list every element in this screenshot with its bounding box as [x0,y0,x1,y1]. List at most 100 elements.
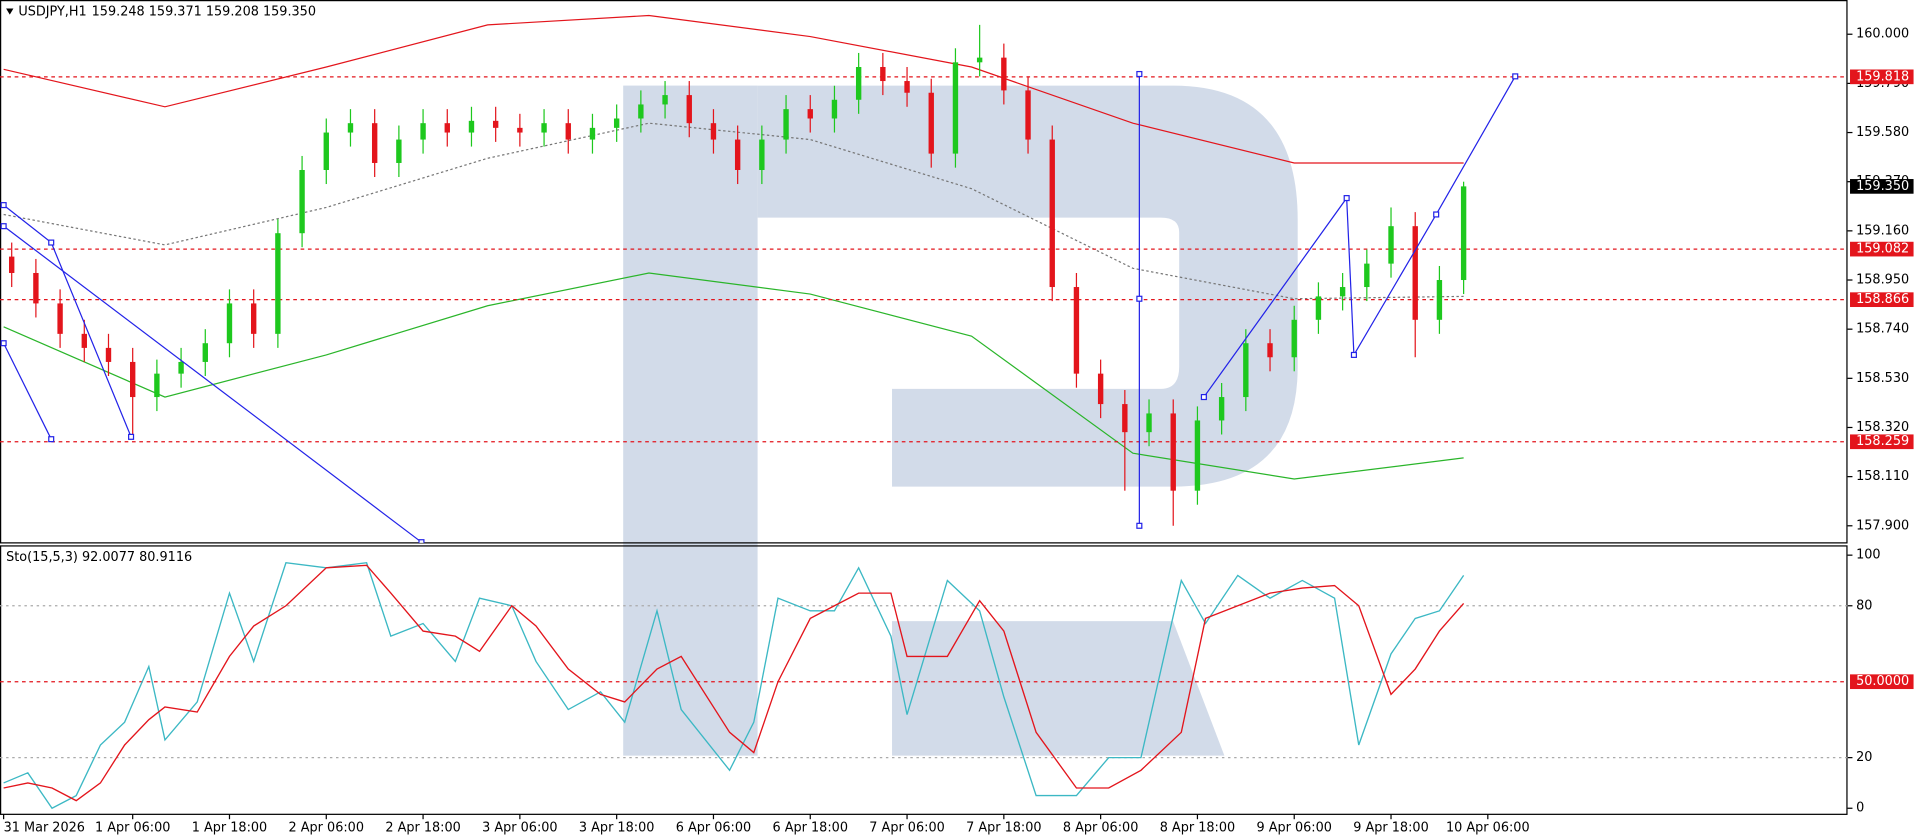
candle-body [178,361,184,374]
level-label: 158.866 [1856,292,1909,307]
candle-body [444,123,450,133]
candle-body [952,62,959,154]
indicator-title: Sto(15,5,3) 92.0077 80.9116 [6,550,192,565]
band-line [3,122,1464,300]
candle-body [1122,404,1128,433]
trend-anchor [48,239,55,246]
y-tick-label: 159.580 [1856,125,1909,140]
candle-body [226,303,233,344]
x-tick-label: 3 Apr 06:00 [482,820,557,835]
x-tick-label: 9 Apr 18:00 [1353,820,1428,835]
candle-body [1194,420,1201,491]
candle-body [250,303,257,334]
level-label: 158.259 [1856,434,1909,449]
watermark [623,85,1298,756]
candle-body [130,361,136,398]
trend-anchor [1433,211,1440,218]
trend-anchor [48,436,55,443]
symbol: USDJPY,H1 [18,5,86,20]
candle-body [710,123,717,140]
y-tick-label: 158.950 [1856,273,1909,288]
level-label: 50.0000 [1856,674,1909,689]
level-label: 159.082 [1856,242,1909,257]
candle-body [492,120,499,128]
candle-body [1001,57,1007,91]
y-tick-label: 100 [1856,548,1880,563]
x-tick-label: 10 Apr 06:00 [1446,820,1530,835]
x-tick-label: 6 Apr 06:00 [676,820,751,835]
indicator-panel [0,545,1848,815]
trend-anchor [1136,70,1143,78]
trend-line [3,342,52,440]
candle-body [1243,343,1249,398]
ohlc: 159.248 159.371 159.208 159.350 [92,5,316,20]
main-panel [0,0,1848,544]
candle-body [1364,263,1370,288]
candle-body [275,233,281,334]
candle-body [759,139,765,170]
candle-body [1025,90,1031,140]
trend-anchor [0,223,7,230]
candle-body [323,132,329,170]
candle-body [976,57,983,63]
candle-body [517,127,523,133]
candle-body [638,104,644,119]
trend-anchor [1512,73,1519,80]
level-label-box [1850,69,1914,85]
band-line [3,272,1464,480]
candle-body [1170,413,1176,491]
candle-body [1267,343,1273,358]
x-tick-label: 8 Apr 06:00 [1063,820,1138,835]
candle-body [1412,226,1418,320]
candle-body [154,373,160,398]
trend-anchor [1200,393,1207,401]
x-tick-label: 31 Mar 2026 [4,820,85,835]
level-label-box [1850,292,1914,308]
x-tick-label: 2 Apr 06:00 [289,820,364,835]
stochastic-line [3,564,1465,802]
band-line [3,14,1464,164]
last-price-box [1850,179,1914,194]
candle-body [420,123,426,140]
x-tick-label: 7 Apr 06:00 [869,820,944,835]
candle-body [57,303,63,334]
candle-body [1097,373,1104,405]
level-label-box [1850,674,1914,690]
level-label-box [1850,241,1914,257]
stochastic-line [3,562,1465,810]
y-tick-label: 80 [1856,598,1872,613]
candle-body [1049,139,1055,288]
candle-body [928,92,934,154]
candle-body [541,123,547,133]
candle-body [1291,319,1297,358]
trend-anchor [418,539,425,543]
candle-body [855,66,862,100]
candle-body [783,109,789,140]
candle-body [662,95,668,105]
y-tick-label: 159.160 [1856,223,1909,238]
candle-body [1436,280,1443,320]
candle-body [396,139,402,163]
y-tick-label: 158.110 [1856,469,1909,484]
axes: 160.000159.790159.580159.370159.160158.9… [3,27,1914,835]
y-tick-label: 157.900 [1856,518,1909,533]
candle-body [33,272,39,304]
x-tick-label: 8 Apr 18:00 [1160,820,1235,835]
candle-body [9,256,15,273]
trend-anchor [0,202,7,209]
candle-body [613,118,620,128]
y-tick-label: 158.530 [1856,371,1909,386]
candle-body [299,169,305,234]
candle-body [1073,287,1080,374]
trend-anchor [0,340,7,347]
stochastic-plot [0,562,1848,810]
candle-body [81,333,87,348]
candle-body [1388,226,1394,264]
x-tick-label: 6 Apr 18:00 [773,820,848,835]
y-tick-label: 158.320 [1856,420,1909,435]
candle-body [468,120,475,133]
y-tick-label: 158.740 [1856,322,1909,337]
y-tick-label: 160.000 [1856,27,1909,42]
candle-body [734,139,741,170]
